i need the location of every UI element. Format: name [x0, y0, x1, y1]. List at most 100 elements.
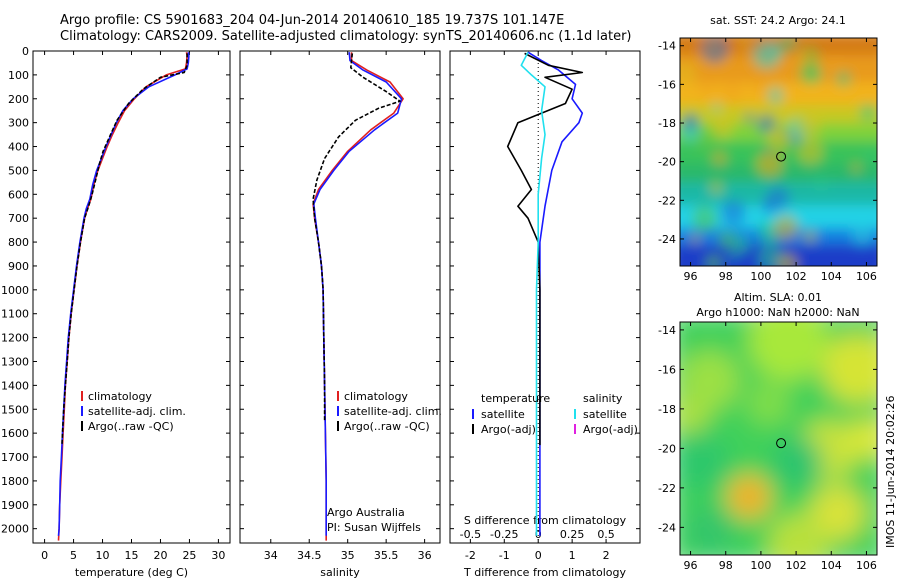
- sst-blob: [720, 80, 744, 104]
- x-tick-label: -1: [499, 549, 510, 562]
- sst-blob: [766, 186, 790, 211]
- x-tick-label: 106: [856, 559, 877, 572]
- sst-blob: [803, 229, 817, 243]
- y-tick-label: 200: [8, 93, 29, 106]
- x-tick-label: 96: [684, 559, 698, 572]
- x-tick-label: 30: [211, 549, 225, 562]
- series-line: [313, 52, 403, 536]
- x-tick-label: 15: [125, 549, 139, 562]
- legend-title: salinity: [583, 392, 623, 405]
- sst-blob: [711, 116, 734, 139]
- x-tick-label: 20: [153, 549, 167, 562]
- sla-blob: [680, 350, 740, 411]
- sst-blob: [705, 254, 723, 266]
- sst-blob: [859, 103, 877, 121]
- argo-position-marker: [776, 151, 787, 162]
- sst-blob: [712, 103, 722, 112]
- legend-label: climatology: [88, 390, 152, 403]
- legend-label: satellite: [583, 408, 627, 421]
- sst-blob: [782, 38, 797, 51]
- sst-blob: [744, 113, 755, 123]
- sst-blob: [851, 162, 861, 173]
- series-line: [61, 53, 188, 446]
- sst-blob: [814, 177, 828, 191]
- sla-field: [680, 322, 877, 555]
- x-axis-title: temperature (deg C): [75, 566, 188, 579]
- sst-blob: [757, 114, 776, 134]
- y-tick-label: -18: [658, 403, 676, 416]
- sst-blob: [728, 251, 737, 261]
- x-tick-label: 34: [264, 549, 278, 562]
- y-tick-label: 1600: [1, 427, 29, 440]
- legend-label: Argo(-adj): [583, 423, 638, 436]
- plot-frame: [239, 50, 441, 544]
- y-tick-label: -20: [658, 442, 676, 455]
- legend-label: climatology: [344, 390, 408, 403]
- sst-blob: [777, 253, 798, 266]
- sst-blob: [698, 80, 716, 98]
- sla-blob: [809, 485, 866, 542]
- series-line: [312, 53, 401, 422]
- y-tick-label: -16: [658, 78, 676, 91]
- salinity-panel: 34 34.5 35 35.5 36 salinity climatology satelli…: [239, 50, 442, 579]
- y-tick-label: 100: [8, 69, 29, 82]
- sst-blob: [767, 87, 784, 104]
- x-axis-title: salinity: [320, 566, 360, 579]
- sst-blob: [740, 39, 750, 49]
- sst-map-panel: 96 98 100 102 104 106 -14 -16 -18 -20 -22 -24: [658, 37, 878, 283]
- argo-position-marker: [776, 438, 787, 449]
- x-tick-label: 100: [750, 270, 771, 283]
- sla-blob: [746, 381, 791, 426]
- x-tick-label: 104: [821, 270, 842, 283]
- s-tick-label: 0.25: [560, 528, 585, 541]
- x-tick-label: 102: [786, 559, 807, 572]
- imos-timestamp: IMOS 11-Jun-2014 20:02:26: [884, 395, 897, 548]
- x-tick-label: 104: [821, 559, 842, 572]
- note-label: Argo Australia: [327, 506, 405, 519]
- x-tick-label: 98: [719, 559, 733, 572]
- sst-blob: [730, 234, 751, 255]
- series-line: [506, 52, 584, 446]
- s-tick-label: 0.5: [597, 528, 615, 541]
- legend-title: temperature: [481, 392, 550, 405]
- series-line: [520, 51, 546, 536]
- x-tick-label: 0: [41, 549, 48, 562]
- y-tick-label: 1400: [1, 379, 29, 392]
- y-tick-label: 300: [8, 117, 29, 130]
- legend-label: satellite: [481, 408, 525, 421]
- sst-blob: [751, 80, 768, 97]
- difference-panel: -2 -1 0 1 2 T difference from climatology -0.5…: [449, 50, 641, 579]
- sla-blob: [680, 397, 708, 434]
- sst-blob: [851, 222, 875, 246]
- sla-blob: [736, 484, 761, 509]
- note-label: PI: Susan Wijffels: [327, 521, 421, 534]
- x-axis-title: T difference from climatology: [463, 566, 626, 579]
- y-tick-label: 1700: [1, 451, 29, 464]
- y-tick-label: -20: [658, 156, 676, 169]
- sst-blob: [864, 150, 874, 160]
- map-frame: [679, 37, 878, 267]
- y-tick-label: 900: [8, 260, 29, 273]
- x-tick-label: 36: [418, 549, 432, 562]
- sla-blob: [684, 506, 735, 555]
- sla-map-title: Altim. SLA: 0.01: [734, 291, 822, 304]
- sla-blob: [680, 431, 730, 492]
- x-tick-label: 100: [750, 559, 771, 572]
- legend-label: Argo(..raw -QC): [344, 420, 430, 433]
- s-tick-label: -0.5: [460, 528, 481, 541]
- sla-map-subtitle: Argo h1000: NaN h2000: NaN: [696, 306, 859, 319]
- sst-blob: [720, 200, 746, 226]
- sst-blob: [708, 41, 719, 52]
- sla-map-panel: 96 98 100 102 104 106 -14 -16 -18 -20 -22 -24: [658, 321, 878, 572]
- y-tick-label: 1500: [1, 403, 29, 416]
- sst-blob: [756, 151, 783, 178]
- y-tick-label: -22: [658, 482, 676, 495]
- y-tick-label: 1800: [1, 475, 29, 488]
- x-tick-label: 34.5: [297, 549, 322, 562]
- sla-blob: [847, 418, 877, 459]
- y-tick-label: -14: [658, 324, 676, 337]
- y-tick-label: -22: [658, 194, 676, 207]
- y-tick-label: -24: [658, 521, 676, 534]
- sst-blob: [680, 62, 696, 85]
